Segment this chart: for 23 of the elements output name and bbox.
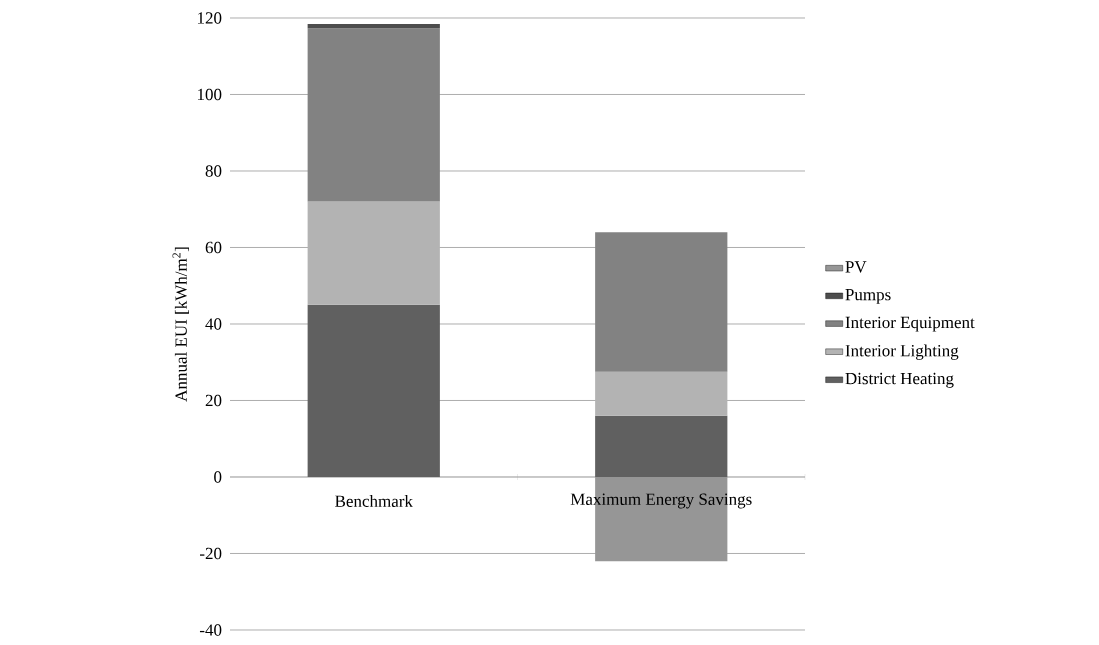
bar	[307, 24, 440, 29]
bar	[307, 201, 440, 305]
y-axis-title: Annual EUI [kWh/m$^{2}$]	[172, 247, 189, 402]
x-tick-label: Benchmark	[335, 495, 413, 507]
y-tick-label: 40	[205, 318, 222, 330]
legend-label: Pumps	[845, 289, 891, 304]
y-tick-label: 80	[205, 165, 222, 177]
y-tick-label: 0	[214, 471, 222, 483]
legend-label: Interior Equipment	[845, 316, 975, 332]
bar	[595, 371, 728, 416]
y-tick-label: -20	[199, 547, 222, 560]
bar	[595, 415, 728, 477]
y-tick-label: 60	[205, 241, 222, 254]
legend-label: District Heating	[845, 372, 954, 388]
y-tick-label: 20	[205, 394, 222, 407]
y-tick-label: 120	[197, 12, 222, 24]
bar	[307, 28, 440, 202]
bar	[595, 232, 728, 372]
bar	[307, 304, 440, 477]
legend-label: PV	[845, 261, 867, 273]
y-tick-label: 100	[197, 88, 222, 101]
legend-label: Interior Lighting	[845, 344, 959, 360]
y-tick-label: -40	[199, 624, 222, 636]
